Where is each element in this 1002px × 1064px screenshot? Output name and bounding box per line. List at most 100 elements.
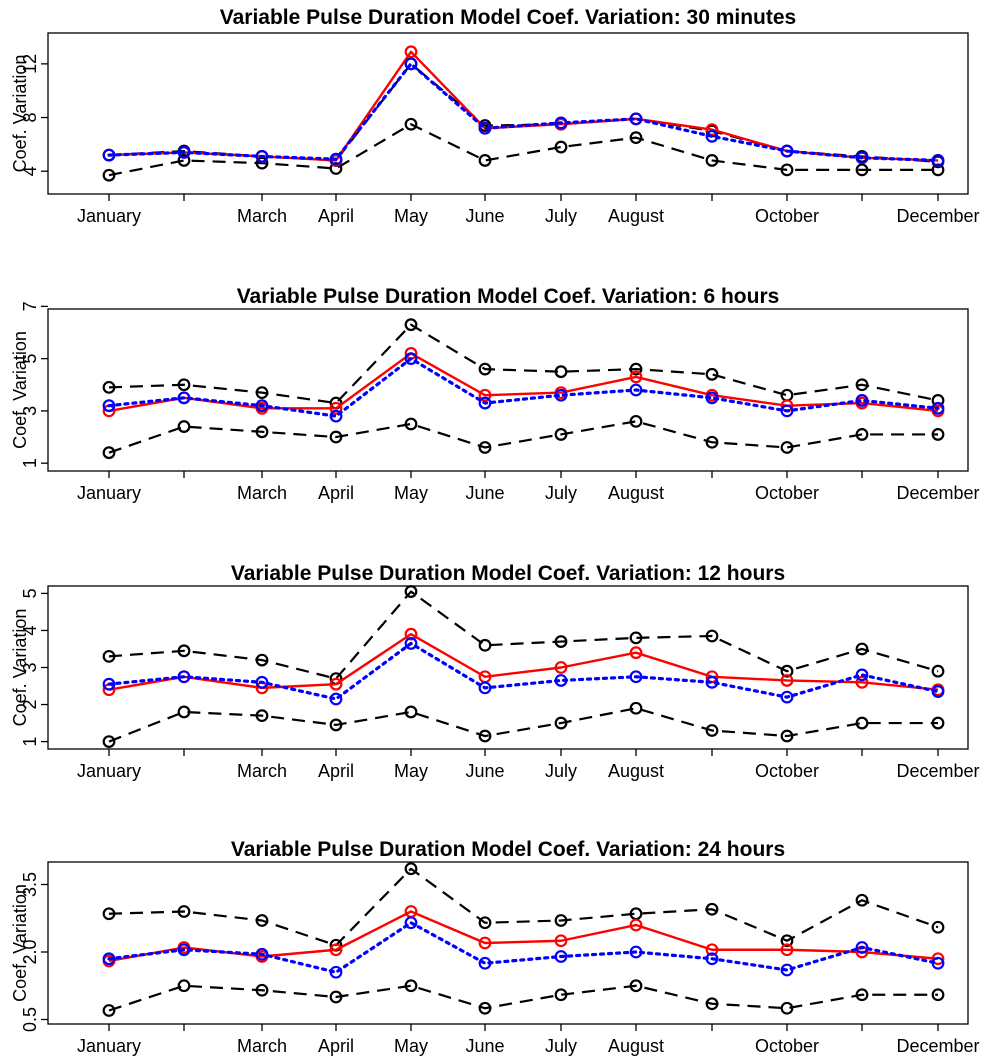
- data-point: [478, 121, 492, 135]
- data-point: [329, 718, 343, 732]
- x-tick-label: January: [77, 761, 141, 781]
- x-tick-label: July: [545, 483, 577, 503]
- data-point: [329, 990, 343, 1004]
- data-point: [404, 862, 418, 876]
- series-black-dashed: [102, 57, 945, 169]
- y-axis-label: Coef. Variation: [10, 331, 30, 449]
- series-line: [108, 420, 938, 454]
- chart-panel-4: Variable Pulse Duration Model Coef. Vari…: [10, 838, 980, 1056]
- series-line: [108, 632, 939, 691]
- series-black-dashed: [102, 414, 945, 460]
- data-point: [177, 420, 191, 433]
- x-tick-label: April: [318, 483, 354, 503]
- data-point: [705, 724, 719, 737]
- data-point: [780, 934, 794, 948]
- plot-frame: [47, 861, 969, 1025]
- data-point: [478, 396, 492, 410]
- data-point: [329, 401, 343, 415]
- data-point: [478, 362, 492, 376]
- x-tick-label: June: [465, 483, 504, 503]
- series-line: [108, 50, 939, 162]
- chart-panel-2: Variable Pulse Duration Model Coef. Vari…: [10, 285, 980, 503]
- y-tick-label: 2.0: [20, 939, 40, 964]
- data-point: [705, 670, 719, 684]
- data-point: [931, 664, 945, 678]
- data-point: [404, 637, 418, 650]
- series-blue-dotted: [102, 916, 945, 979]
- data-point: [855, 151, 869, 165]
- series-red-solid: [102, 905, 945, 968]
- series-blue-dotted: [102, 57, 945, 167]
- data-point: [255, 150, 269, 163]
- data-point: [102, 907, 116, 921]
- data-point: [329, 677, 343, 691]
- data-point: [629, 945, 643, 959]
- data-point: [855, 893, 869, 907]
- data-point: [780, 163, 794, 177]
- data-point: [629, 670, 643, 684]
- series-line: [108, 984, 938, 1012]
- data-point: [177, 644, 191, 658]
- data-point: [705, 154, 719, 167]
- data-point: [780, 729, 794, 743]
- data-point: [855, 668, 869, 682]
- data-point: [629, 112, 643, 126]
- series-line: [108, 123, 938, 177]
- x-tick-label: December: [896, 1036, 979, 1056]
- y-tick-label: 8: [20, 113, 40, 123]
- data-point: [780, 963, 794, 977]
- x-tick-label: October: [755, 483, 819, 503]
- y-axis-label: Coef. Variation: [10, 609, 30, 727]
- x-tick-label: December: [896, 206, 979, 226]
- data-point: [629, 131, 643, 145]
- y-tick-label: 4: [20, 166, 40, 176]
- data-point: [255, 653, 269, 667]
- data-point: [780, 690, 794, 704]
- data-point: [780, 404, 794, 418]
- x-tick-label: April: [318, 206, 354, 226]
- series-line: [108, 590, 939, 680]
- plot-frame: [47, 32, 969, 195]
- data-point: [629, 631, 643, 645]
- data-point: [705, 997, 719, 1011]
- data-point: [478, 441, 492, 454]
- series-black-dashed: [102, 862, 945, 952]
- data-point: [404, 585, 418, 598]
- x-tick-label: January: [77, 483, 141, 503]
- data-point: [931, 154, 945, 167]
- data-point: [554, 988, 568, 1002]
- data-point: [855, 163, 869, 177]
- data-point: [554, 661, 568, 674]
- x-tick-label: June: [465, 206, 504, 226]
- series-line: [107, 357, 940, 418]
- data-point: [554, 140, 568, 154]
- chart-title: Variable Pulse Duration Model Coef. Vari…: [231, 838, 785, 861]
- data-point: [102, 1004, 116, 1017]
- x-tick-label: May: [394, 761, 428, 781]
- data-point: [931, 716, 945, 730]
- x-tick-label: May: [394, 206, 428, 226]
- data-point: [255, 947, 269, 961]
- data-point: [404, 352, 418, 366]
- x-tick-label: July: [545, 206, 577, 226]
- data-point: [255, 425, 269, 439]
- data-point: [931, 163, 945, 177]
- y-tick-label: 1: [20, 458, 40, 468]
- series-black-dashed: [102, 701, 945, 748]
- data-point: [705, 952, 719, 966]
- data-point: [554, 716, 568, 730]
- series-line: [107, 921, 940, 974]
- series-blue-dotted: [102, 352, 945, 423]
- data-point: [404, 45, 418, 59]
- data-point: [554, 365, 568, 379]
- data-point: [855, 941, 869, 954]
- data-point: [102, 168, 116, 182]
- x-tick-label: January: [77, 1036, 141, 1056]
- data-point: [855, 988, 869, 1002]
- data-point: [102, 399, 116, 413]
- x-tick-label: August: [608, 206, 664, 226]
- data-point: [102, 649, 116, 663]
- x-tick-label: May: [394, 483, 428, 503]
- series-red-solid: [102, 45, 945, 167]
- data-point: [255, 914, 269, 927]
